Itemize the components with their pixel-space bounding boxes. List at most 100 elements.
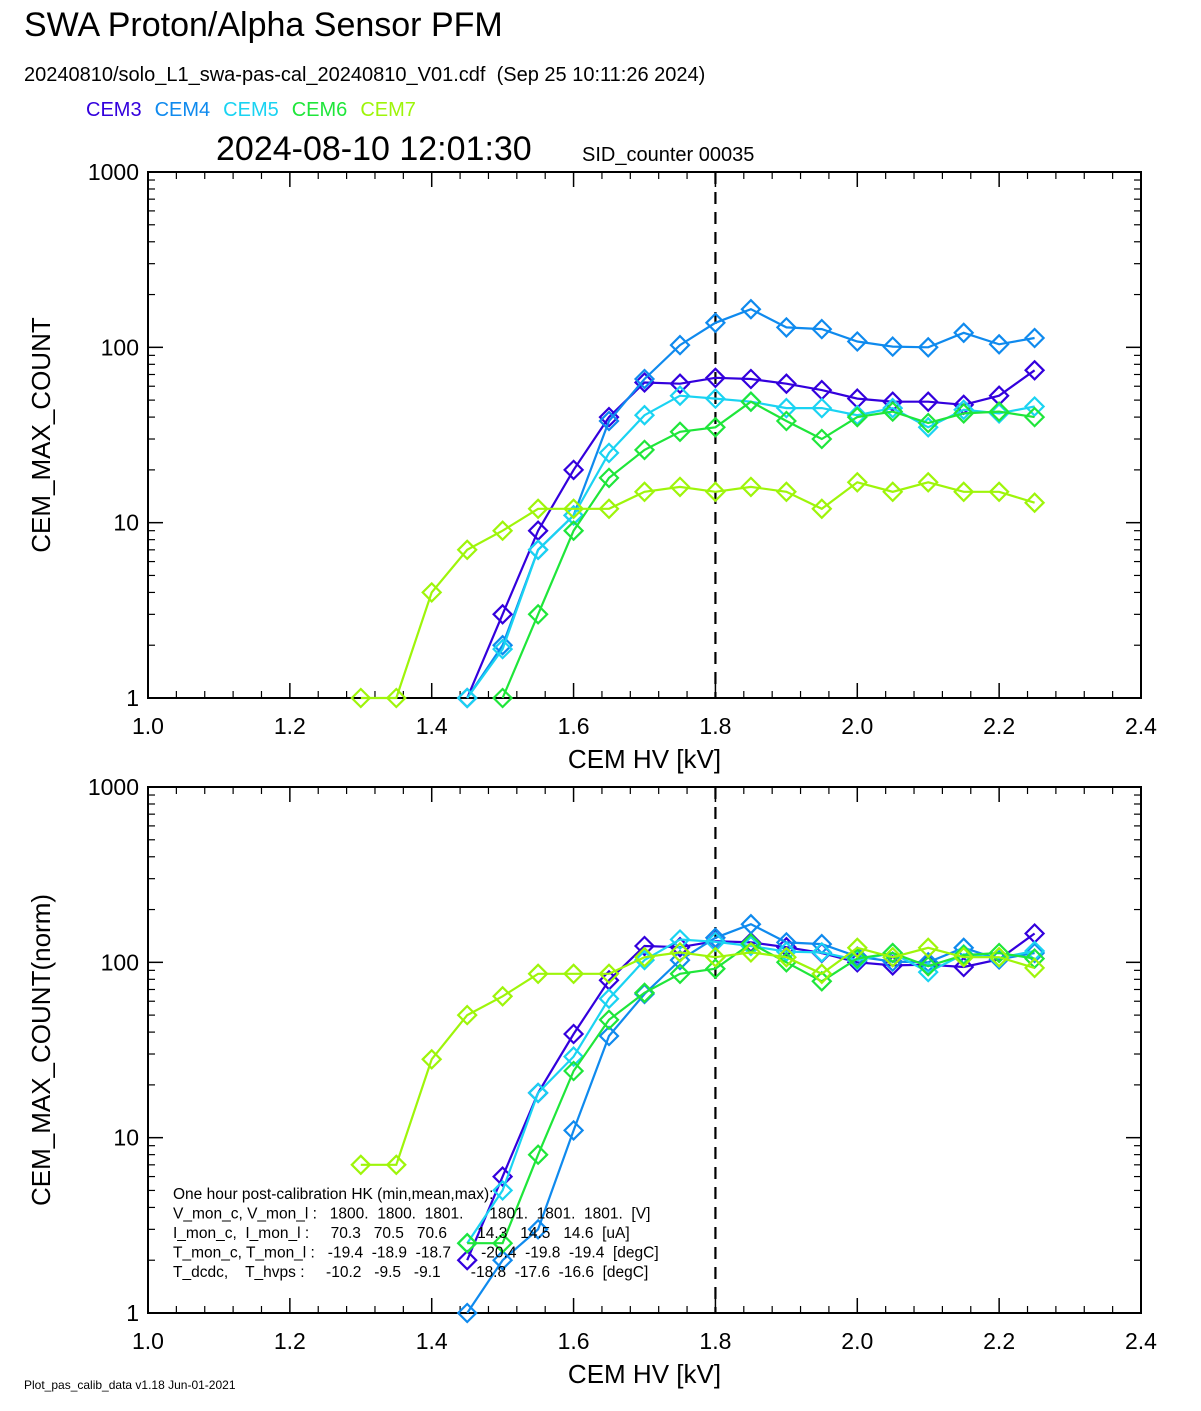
series-line [467, 942, 1035, 1245]
chart-title: SWA Proton/Alpha Sensor PFM [24, 6, 503, 44]
data-point [953, 946, 975, 968]
data-point [492, 1249, 514, 1271]
x-tick-label: 2.0 [841, 713, 873, 739]
data-point [740, 476, 762, 498]
data-point [527, 1144, 549, 1166]
data-point [775, 316, 797, 338]
x-tick-label: 1.8 [699, 713, 731, 739]
data-point [669, 334, 691, 356]
data-point [846, 404, 868, 426]
data-point [633, 935, 656, 957]
data-point [563, 1119, 585, 1141]
data-point [669, 373, 691, 395]
data-point [598, 1009, 620, 1031]
data-point [633, 368, 656, 390]
data-point [775, 481, 797, 503]
hk-text-line: T_dcdc, T_hvps : -10.2 -9.5 -9.1 -18.8 -… [173, 1264, 648, 1281]
data-point [704, 481, 726, 503]
data-point [669, 928, 691, 951]
data-point [385, 1154, 407, 1176]
data-point [1024, 492, 1046, 514]
legend-item-cem4: CEM4 [154, 99, 211, 121]
data-point [775, 946, 797, 968]
y-tick-label: 1 [126, 685, 139, 711]
x-tick-label: 1.6 [558, 1328, 590, 1354]
data-point [704, 416, 726, 438]
data-point [421, 1048, 443, 1070]
data-point [882, 951, 904, 973]
data-point [350, 687, 372, 709]
data-point [846, 937, 868, 959]
data-point [704, 312, 726, 334]
series-cem5 [456, 928, 1046, 1254]
data-point [669, 476, 691, 498]
data-point [527, 1218, 549, 1240]
series-cem6 [492, 391, 1046, 709]
data-point [846, 330, 868, 353]
x-tick-label: 2.4 [1125, 713, 1157, 739]
series-line [360, 946, 1035, 1166]
series-line [466, 938, 1035, 1244]
x-tick-label: 1.4 [416, 1328, 448, 1354]
series-line [466, 369, 1036, 699]
y-tick-label: 1000 [88, 774, 139, 800]
data-point [988, 401, 1010, 423]
data-point [598, 1025, 620, 1047]
data-point [633, 982, 656, 1004]
series-cem5 [456, 385, 1046, 709]
data-point [740, 368, 762, 390]
data-point [492, 603, 514, 625]
data-point [846, 471, 868, 493]
legend-item-cem5: CEM5 [223, 99, 279, 121]
data-point [988, 946, 1010, 968]
data-point [953, 322, 975, 344]
data-point [988, 481, 1010, 503]
data-point [563, 520, 585, 542]
data-point [421, 581, 443, 603]
series-line [501, 400, 1035, 699]
data-point [917, 336, 939, 358]
data-point [704, 958, 726, 980]
data-point [598, 988, 620, 1010]
data-point [456, 1249, 478, 1271]
data-point [811, 397, 833, 419]
legend-item-cem6: CEM6 [291, 99, 348, 121]
data-point [456, 1232, 478, 1254]
data-point [563, 1046, 585, 1068]
data-point [527, 603, 549, 625]
data-point [492, 634, 514, 656]
data-point [953, 944, 975, 966]
data-point [775, 941, 797, 963]
timestamp: 2024-08-10 12:01:30 [216, 130, 532, 168]
footer-version: Plot_pas_calib_data v1.18 Jun-01-2021 [24, 1378, 236, 1392]
legend: CEM3 CEM4 CEM5 CEM6 CEM7 [86, 99, 429, 122]
x-tick-label: 1.6 [558, 713, 590, 739]
data-point [633, 404, 656, 426]
data-point [527, 1082, 549, 1104]
data-point [704, 367, 726, 389]
x-tick-label: 1.2 [274, 713, 306, 739]
y-tick-label: 1 [126, 1300, 139, 1326]
data-point [456, 1004, 478, 1026]
data-point [456, 539, 478, 561]
x-tick-label: 2.0 [841, 1328, 873, 1354]
hk-text-line: V_mon_c, V_mon_l : 1800. 1800. 1801. 180… [173, 1206, 650, 1223]
data-point [1024, 327, 1046, 349]
data-point [704, 946, 726, 968]
data-point [598, 467, 620, 489]
data-point [492, 687, 514, 709]
series-line [466, 922, 1035, 1314]
data-point [917, 471, 939, 493]
data-point [740, 941, 762, 963]
x-tick-label: 1.0 [132, 1328, 164, 1354]
data-point [563, 963, 585, 985]
data-point [740, 391, 762, 413]
data-point [775, 397, 797, 419]
data-point [846, 948, 868, 970]
data-point [1024, 395, 1046, 418]
data-point [882, 946, 904, 968]
data-point [882, 336, 904, 358]
data-point [669, 941, 691, 963]
data-point [811, 498, 833, 520]
